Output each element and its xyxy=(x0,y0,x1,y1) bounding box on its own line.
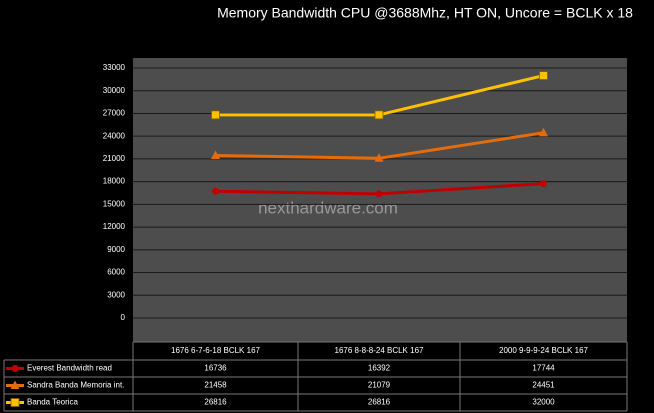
y-tick-label: 3000 xyxy=(107,290,125,299)
marker xyxy=(11,365,19,372)
table-value: 32000 xyxy=(532,398,555,407)
watermark: nexthardware.com xyxy=(258,198,398,217)
table-value: 17744 xyxy=(532,364,555,373)
table-value: 24451 xyxy=(532,381,555,390)
y-tick-label: 18000 xyxy=(103,177,126,186)
table-value: 16736 xyxy=(204,364,227,373)
table-value: 26816 xyxy=(368,398,391,407)
marker xyxy=(212,187,219,195)
plot-area xyxy=(133,58,627,342)
x-tick-label: 1676 8-8-8-24 BCLK 167 xyxy=(335,346,425,355)
marker xyxy=(10,380,20,389)
marker xyxy=(374,153,384,162)
marker xyxy=(211,110,220,120)
x-tick-label: 2000 9-9-9-24 BCLK 167 xyxy=(499,346,589,355)
table-value: 26816 xyxy=(204,398,227,407)
y-tick-label: 12000 xyxy=(103,222,126,231)
marker xyxy=(375,190,383,198)
marker xyxy=(211,150,220,159)
table-value: 21458 xyxy=(204,381,227,390)
table-value: 21079 xyxy=(368,381,391,390)
marker xyxy=(539,127,548,137)
y-tick-label: 21000 xyxy=(103,154,126,163)
marker xyxy=(374,110,384,120)
y-tick-label: 9000 xyxy=(107,245,125,254)
y-tick-label: 0 xyxy=(121,313,126,322)
chart-title: Memory Bandwidth CPU @3688Mhz, HT ON, Un… xyxy=(217,5,633,21)
marker xyxy=(10,398,20,407)
table-value: 16392 xyxy=(368,364,391,373)
y-tick-label: 33000 xyxy=(103,63,126,72)
y-tick-label: 27000 xyxy=(103,109,126,118)
y-tick-label: 24000 xyxy=(103,131,126,140)
marker xyxy=(539,71,548,80)
y-tick-label: 30000 xyxy=(103,86,126,95)
legend-label: Sandra Banda Memoria int. xyxy=(27,381,124,390)
marker xyxy=(540,180,547,188)
legend-label: Banda Teorica xyxy=(27,398,79,407)
x-tick-label: 1676 6-7-6-18 BCLK 167 xyxy=(171,346,261,355)
y-tick-label: 6000 xyxy=(107,268,125,277)
y-tick-label: 15000 xyxy=(103,199,126,208)
legend-label: Everest Bandwidth read xyxy=(27,364,112,373)
